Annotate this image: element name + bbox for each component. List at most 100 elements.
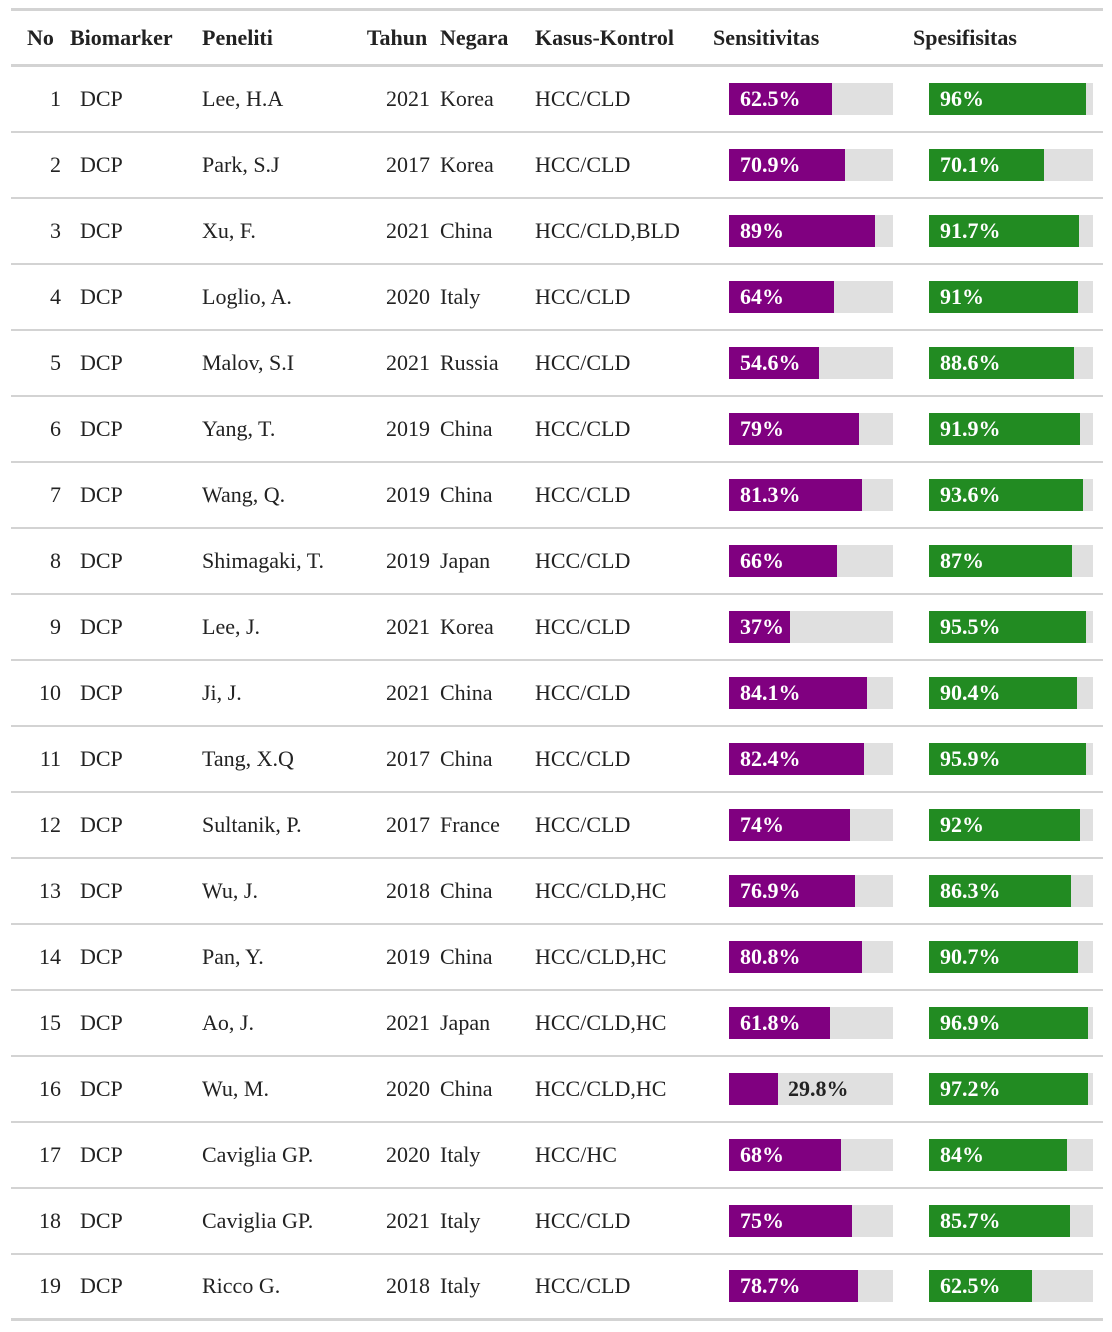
cell-tahun: 2021 — [386, 1207, 430, 1233]
cell-no: 4 — [50, 283, 61, 309]
sensitivitas-value: 81.3% — [740, 481, 801, 507]
spesifisitas-bar-track: 90.4% — [929, 676, 1093, 709]
cell-tahun: 2019 — [386, 547, 430, 573]
cell-peneliti: Lee, H.A — [202, 85, 284, 111]
cell-peneliti: Sultanik, P. — [202, 811, 302, 837]
sensitivitas-bar-track: 76.9% — [729, 874, 893, 907]
table-row: 10 DCP Ji, J. 2021 China HCC/CLD 84.1% 90.4% — [11, 660, 1103, 726]
spesifisitas-bar — [929, 478, 1083, 511]
cell-biomarker: DCP — [80, 85, 123, 111]
spesifisitas-value: 91.7% — [940, 217, 1001, 243]
cell-tahun: 2017 — [386, 811, 430, 837]
cell-negara: Korea — [440, 85, 494, 111]
cell-spesifisitas: 90.7% — [913, 924, 1103, 990]
cell-spesifisitas: 88.6% — [913, 330, 1103, 396]
sensitivitas-value: 82.4% — [740, 745, 801, 771]
spesifisitas-bar — [929, 1006, 1088, 1039]
sensitivitas-bar — [729, 1072, 778, 1105]
spesifisitas-value: 70.1% — [940, 151, 1001, 177]
sensitivitas-bar-track: 68% — [729, 1138, 893, 1171]
cell-tahun: 2021 — [386, 679, 430, 705]
sensitivitas-bar-track: 64% — [729, 280, 893, 313]
spesifisitas-bar — [929, 1138, 1067, 1171]
spesifisitas-bar-track: 87% — [929, 544, 1093, 577]
cell-peneliti: Wu, J. — [202, 877, 258, 903]
table-row: 8 DCP Shimagaki, T. 2019 Japan HCC/CLD 66% 87% — [11, 528, 1103, 594]
cell-spesifisitas: 85.7% — [913, 1188, 1103, 1254]
cell-peneliti: Lee, J. — [202, 613, 261, 639]
spesifisitas-value: 85.7% — [940, 1207, 1001, 1233]
table-body: 1 DCP Lee, H.A 2021 Korea HCC/CLD 62.5% 96% 2 DCP… — [11, 66, 1103, 1320]
cell-no: 9 — [50, 613, 61, 639]
cell-sensitivitas: 64% — [713, 264, 913, 330]
sensitivitas-bar-track: 81.3% — [729, 478, 893, 511]
spesifisitas-bar-track: 70.1% — [929, 148, 1093, 181]
table-row: 5 DCP Malov, S.I 2021 Russia HCC/CLD 54.6% 88.6… — [11, 330, 1103, 396]
table-row: 13 DCP Wu, J. 2018 China HCC/CLD,HC 76.9% 86.3% — [11, 858, 1103, 924]
cell-kasus-kontrol: HCC/CLD,HC — [535, 1075, 667, 1101]
sensitivitas-bar — [729, 82, 832, 115]
sensitivitas-bar — [729, 1204, 852, 1237]
spesifisitas-bar — [929, 544, 1072, 577]
table-row: 2 DCP Park, S.J 2017 Korea HCC/CLD 70.9% 70.1% — [11, 132, 1103, 198]
sensitivitas-value: 80.8% — [740, 943, 801, 969]
sensitivitas-bar-track: 84.1% — [729, 676, 893, 709]
cell-tahun: 2017 — [386, 745, 430, 771]
table-row: 17 DCP Caviglia GP. 2020 Italy HCC/HC 68% 84% — [11, 1122, 1103, 1188]
cell-peneliti: Malov, S.I — [202, 349, 295, 375]
cell-negara: Italy — [440, 1141, 481, 1167]
table-row: 19 DCP Ricco G. 2018 Italy HCC/CLD 78.7% 62.5% — [11, 1254, 1103, 1320]
cell-biomarker: DCP — [80, 745, 123, 771]
sensitivitas-value: 62.5% — [740, 85, 801, 111]
cell-peneliti: Xu, F. — [202, 217, 256, 243]
header-no: No — [27, 24, 54, 50]
cell-biomarker: DCP — [80, 613, 123, 639]
spesifisitas-value: 91.9% — [940, 415, 1001, 441]
spesifisitas-value: 86.3% — [940, 877, 1001, 903]
cell-spesifisitas: 70.1% — [913, 132, 1103, 198]
spesifisitas-value: 84% — [940, 1141, 984, 1167]
cell-peneliti: Loglio, A. — [202, 283, 292, 309]
spesifisitas-bar-track: 97.2% — [929, 1072, 1093, 1105]
cell-no: 14 — [39, 943, 61, 969]
cell-sensitivitas: 61.8% — [713, 990, 913, 1056]
cell-sensitivitas: 54.6% — [713, 330, 913, 396]
spesifisitas-bar-track: 96% — [929, 82, 1093, 115]
spesifisitas-bar — [929, 82, 1086, 115]
cell-peneliti: Park, S.J — [202, 151, 280, 177]
sensitivitas-value: 29.8% — [788, 1075, 849, 1101]
spesifisitas-bar — [929, 940, 1078, 973]
cell-sensitivitas: 89% — [713, 198, 913, 264]
spesifisitas-bar — [929, 148, 1044, 181]
cell-kasus-kontrol: HCC/CLD — [535, 349, 631, 375]
cell-negara: France — [440, 811, 500, 837]
cell-biomarker: DCP — [80, 1141, 123, 1167]
cell-peneliti: Ao, J. — [202, 1009, 254, 1035]
cell-kasus-kontrol: HCC/CLD — [535, 283, 631, 309]
spesifisitas-bar — [929, 874, 1071, 907]
spesifisitas-bar-track: 86.3% — [929, 874, 1093, 907]
cell-spesifisitas: 95.9% — [913, 726, 1103, 792]
cell-spesifisitas: 86.3% — [913, 858, 1103, 924]
sensitivitas-bar — [729, 940, 862, 973]
cell-negara: China — [440, 481, 493, 507]
spesifisitas-bar — [929, 1072, 1088, 1105]
header-row: No Biomarker Peneliti Tahun Negara Kasus… — [11, 9, 1103, 66]
cell-negara: Korea — [440, 613, 494, 639]
cell-no: 17 — [39, 1141, 61, 1167]
biomarker-table: No Biomarker Peneliti Tahun Negara Kasus… — [11, 8, 1103, 1321]
cell-peneliti: Ricco G. — [202, 1273, 281, 1299]
cell-kasus-kontrol: HCC/CLD — [535, 811, 631, 837]
cell-biomarker: DCP — [80, 811, 123, 837]
cell-sensitivitas: 68% — [713, 1122, 913, 1188]
spesifisitas-bar — [929, 676, 1077, 709]
cell-kasus-kontrol: HCC/CLD — [535, 613, 631, 639]
spesifisitas-value: 90.7% — [940, 943, 1001, 969]
cell-no: 18 — [39, 1207, 61, 1233]
cell-biomarker: DCP — [80, 349, 123, 375]
sensitivitas-value: 75% — [740, 1207, 784, 1233]
cell-spesifisitas: 96% — [913, 66, 1103, 132]
cell-spesifisitas: 95.5% — [913, 594, 1103, 660]
spesifisitas-bar — [929, 214, 1079, 247]
sensitivitas-value: 79% — [740, 415, 784, 441]
